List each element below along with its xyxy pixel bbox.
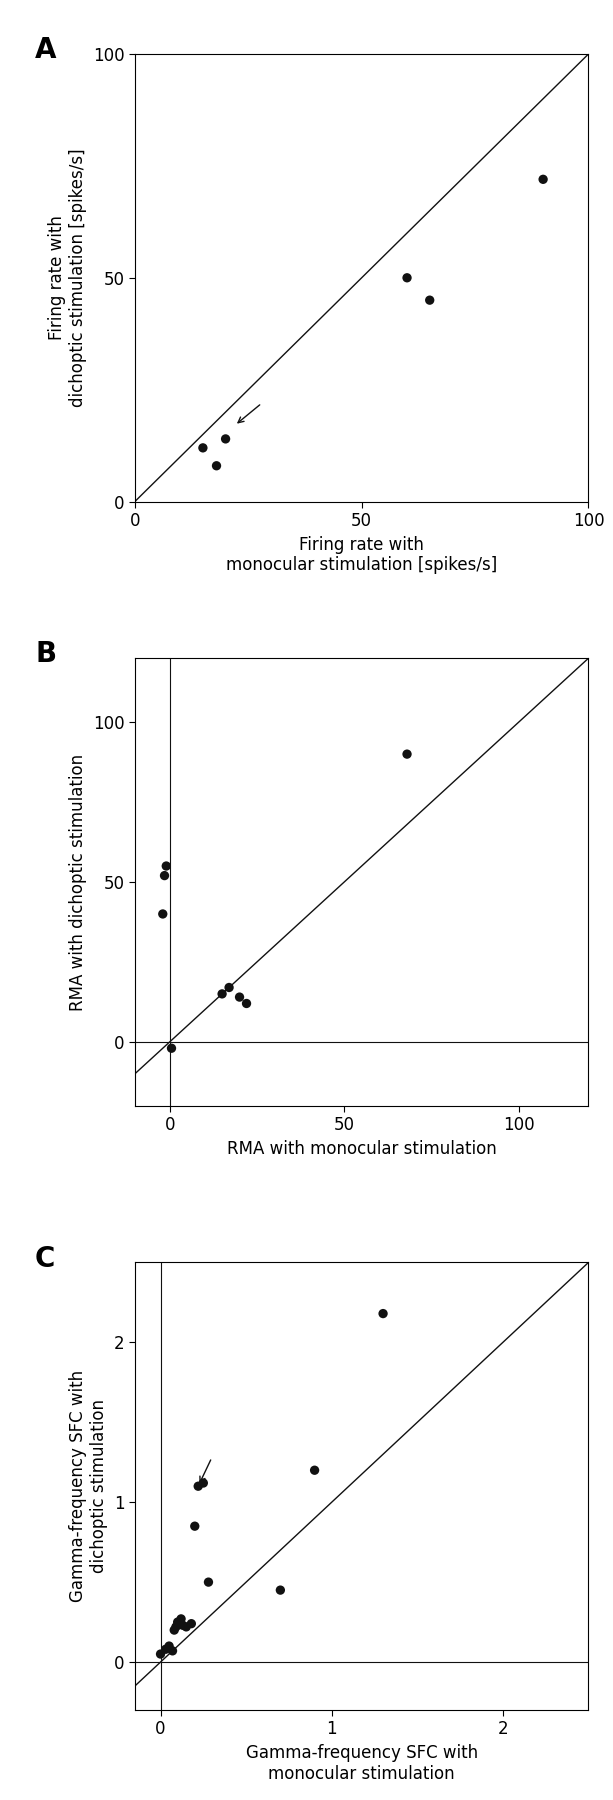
Y-axis label: Firing rate with
dichoptic stimulation [spikes/s]: Firing rate with dichoptic stimulation […: [48, 148, 87, 407]
Point: [176, 1604, 186, 1633]
Point: [156, 1640, 166, 1669]
Point: [190, 1512, 200, 1541]
Point: [159, 860, 169, 889]
Point: [199, 1469, 208, 1498]
Y-axis label: RMA with dichoptic stimulation: RMA with dichoptic stimulation: [69, 754, 87, 1010]
Point: [169, 1616, 179, 1645]
Point: [167, 1636, 177, 1665]
Point: [193, 1472, 203, 1501]
Point: [211, 452, 221, 481]
Point: [161, 1634, 170, 1663]
Point: [158, 900, 168, 929]
Point: [242, 988, 251, 1017]
Point: [181, 1613, 191, 1642]
Point: [378, 1300, 388, 1328]
X-axis label: Gamma-frequency SFC with
monocular stimulation: Gamma-frequency SFC with monocular stimu…: [246, 1744, 478, 1782]
Point: [217, 979, 227, 1008]
Point: [310, 1456, 319, 1485]
Point: [235, 983, 245, 1012]
Point: [402, 263, 412, 292]
Point: [186, 1609, 196, 1638]
Point: [161, 851, 171, 880]
Point: [538, 166, 548, 194]
Point: [221, 425, 230, 454]
Point: [204, 1568, 213, 1597]
Text: B: B: [35, 641, 56, 668]
Point: [198, 434, 208, 463]
Point: [224, 974, 234, 1003]
Y-axis label: Gamma-frequency SFC with
dichoptic stimulation: Gamma-frequency SFC with dichoptic stimu…: [69, 1370, 109, 1602]
Point: [164, 1631, 174, 1660]
Point: [173, 1607, 183, 1636]
X-axis label: RMA with monocular stimulation: RMA with monocular stimulation: [227, 1139, 497, 1157]
Point: [178, 1611, 188, 1640]
X-axis label: Firing rate with
monocular stimulation [spikes/s]: Firing rate with monocular stimulation […: [226, 536, 497, 574]
Point: [275, 1575, 285, 1604]
Point: [425, 286, 435, 315]
Point: [171, 1613, 181, 1642]
Text: C: C: [35, 1244, 55, 1273]
Point: [167, 1033, 177, 1062]
Point: [402, 740, 412, 769]
Text: A: A: [35, 36, 56, 65]
